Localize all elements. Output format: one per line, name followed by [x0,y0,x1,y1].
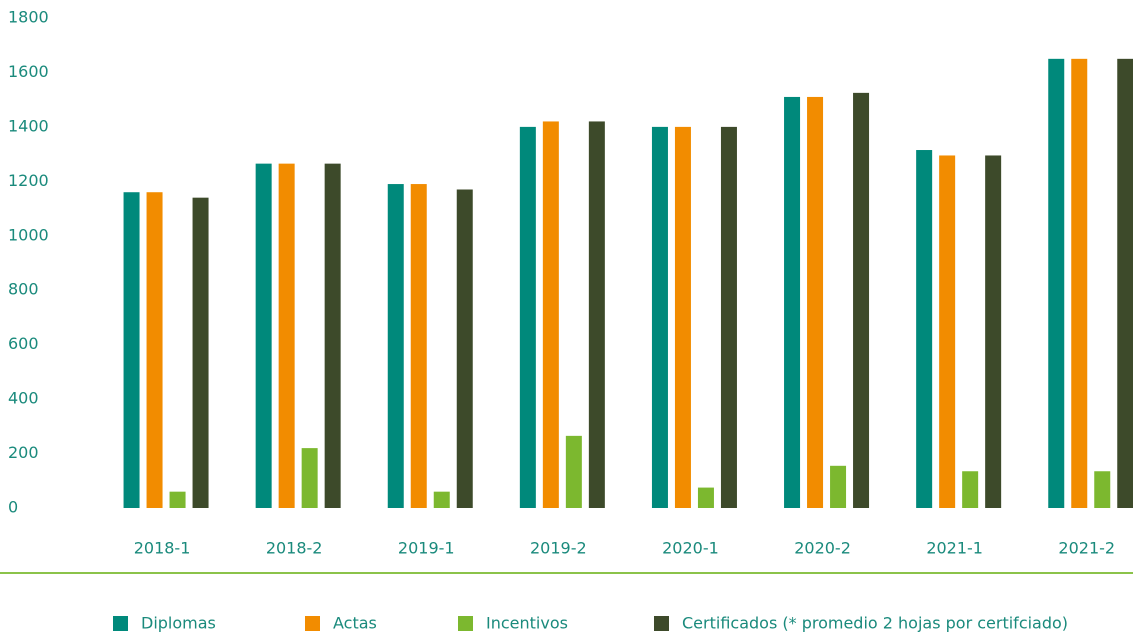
bar [1048,58,1065,508]
bar [146,192,163,508]
x-tick-label: 2021-2 [1058,539,1115,558]
legend-swatch [458,616,473,631]
bar [1094,471,1111,508]
bar [830,465,847,508]
bar [565,435,582,508]
bar [324,163,341,508]
x-tick-label: 2020-1 [662,539,719,558]
bar [720,126,737,508]
y-tick-label: 1000 [8,225,49,244]
x-tick-label: 2019-2 [530,539,587,558]
legend-swatch [113,616,128,631]
legend-swatch [305,616,320,631]
y-tick-label: 1400 [8,116,49,135]
bar [433,491,450,508]
bar [697,487,714,508]
x-tick-label: 2020-2 [794,539,851,558]
x-tick-label: 2019-1 [398,539,455,558]
y-tick-label: 200 [8,443,39,462]
y-tick-label: 800 [8,280,39,299]
x-tick-label: 2018-2 [266,539,323,558]
bar [387,184,404,509]
legend-label: Incentivos [486,614,568,633]
x-tick-label: 2021-1 [926,539,983,558]
bar [542,121,559,508]
bar [1117,58,1133,508]
bar [807,96,824,508]
y-tick-label: 600 [8,334,39,353]
y-tick-label: 400 [8,389,39,408]
legend-label: Certificados (* promedio 2 hojas por cer… [682,614,1068,633]
bar [410,184,427,509]
bar [192,197,209,508]
bar [784,96,801,508]
bar [456,189,473,508]
bar [651,126,668,508]
x-tick-label: 2018-1 [134,539,191,558]
bar [278,163,295,508]
legend-swatch [654,616,669,631]
bar [985,155,1002,508]
bar [588,121,605,508]
y-tick-label: 1600 [8,62,49,81]
bar [519,126,536,508]
bar [301,448,318,508]
bar [939,155,956,508]
y-tick-label: 1200 [8,171,49,190]
bar [1071,58,1088,508]
y-tick-label: 0 [8,498,18,517]
legend-label: Actas [333,614,377,633]
bar [674,126,691,508]
legend-label: Diplomas [141,614,216,633]
bar [169,491,186,508]
bar [916,150,933,508]
bar [853,92,870,508]
bar [255,163,272,508]
y-tick-label: 1800 [8,8,49,27]
bar [962,471,979,508]
bar [123,192,140,508]
